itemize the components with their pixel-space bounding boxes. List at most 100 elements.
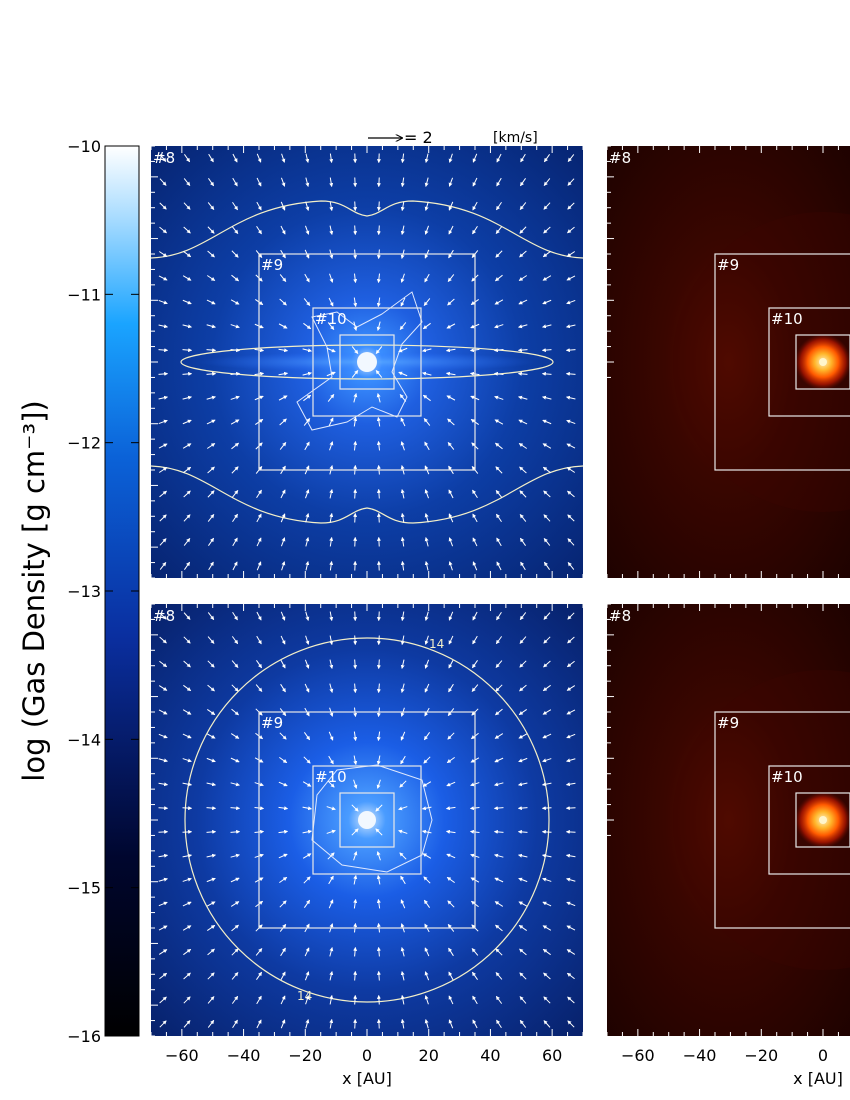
velocity-arrow <box>376 416 381 427</box>
velocity-arrow <box>207 925 216 931</box>
panel-bottom-left: 14 14 #8 #9 #10 <box>151 604 583 1036</box>
velocity-arrow <box>256 225 262 235</box>
velocity-arrow <box>304 947 310 957</box>
velocity-arrow <box>519 1019 527 1028</box>
velocity-arrow <box>208 561 214 571</box>
velocity-arrow <box>158 733 168 739</box>
disk-contour <box>180 344 554 380</box>
velocity-arrow <box>183 561 191 570</box>
velocity-arrow <box>353 946 358 957</box>
velocity-arrow <box>207 996 215 1004</box>
velocity-arrow <box>447 418 455 426</box>
velocity-arrow <box>520 178 526 187</box>
velocity-arrow <box>207 250 215 258</box>
velocity-arrow <box>231 636 239 645</box>
velocity-arrow <box>376 488 381 499</box>
velocity-arrow <box>232 561 238 571</box>
velocity-arrow <box>328 755 334 765</box>
velocity-arrow <box>280 1019 286 1029</box>
x-axes: −60 −40 −20 0 20 40 60 x [AU] −60 −40 −20 0 x [AU] <box>165 1046 843 1088</box>
velocity-arrow <box>518 299 528 305</box>
velocity-arrow <box>541 806 552 811</box>
velocity-arrow <box>182 877 192 882</box>
velocity-arrow <box>400 273 405 283</box>
velocity-arrow <box>278 781 288 787</box>
velocity-arrow <box>158 299 168 305</box>
velocity-arrow <box>303 394 312 402</box>
velocity-arrow <box>256 561 262 571</box>
velocity-arrow <box>518 901 528 907</box>
velocity-arrow <box>255 948 263 956</box>
velocity-arrow <box>375 369 383 378</box>
velocity-arrow <box>158 829 169 834</box>
velocity-arrow <box>542 443 552 449</box>
velocity-arrow <box>329 683 334 693</box>
velocity-arrow <box>541 348 552 353</box>
velocity-arrow <box>206 443 216 449</box>
velocity-arrow <box>424 225 430 235</box>
velocity-arrow <box>543 537 551 546</box>
velocity-arrow <box>400 947 405 957</box>
velocity-arrow <box>423 417 431 426</box>
velocity-arrow <box>424 659 430 669</box>
velocity-arrow <box>206 901 216 907</box>
velocity-arrow <box>182 758 192 763</box>
velocity-arrow <box>304 971 310 981</box>
velocity-arrow <box>303 876 311 884</box>
velocity-arrow <box>256 513 262 523</box>
velocity-arrow <box>495 250 503 258</box>
velocity-arrow <box>517 348 528 353</box>
velocity-arrow <box>471 948 479 956</box>
grid-level-box <box>768 765 850 875</box>
velocity-arrow <box>182 806 193 811</box>
velocity-arrow <box>400 899 406 909</box>
contour-label: 14 <box>429 637 444 651</box>
velocity-arrow <box>353 440 358 451</box>
velocity-arrow <box>519 226 527 234</box>
grid-level-box <box>795 334 850 390</box>
velocity-arrow <box>566 275 576 281</box>
velocity-arrow <box>496 513 502 523</box>
velocity-arrow <box>424 537 429 547</box>
velocity-arrow <box>565 324 576 329</box>
velocity-arrow <box>206 853 217 858</box>
velocity-arrow <box>256 971 262 980</box>
velocity-arrow <box>353 635 358 646</box>
velocity-arrow <box>400 731 406 741</box>
velocity-arrow <box>375 346 383 355</box>
velocity-arrow <box>303 756 311 764</box>
velocity-arrow <box>543 996 551 1004</box>
velocity-arrow <box>256 1019 262 1029</box>
velocity-arrow <box>445 371 456 376</box>
velocity-arrow <box>183 514 191 522</box>
velocity-arrow <box>158 709 168 715</box>
velocity-arrow <box>159 514 167 522</box>
velocity-key-unit: [km/s] <box>493 130 538 146</box>
velocity-arrow <box>329 947 334 957</box>
velocity-arrow <box>158 275 168 281</box>
velocity-arrow <box>448 1019 454 1029</box>
velocity-arrow <box>326 806 336 811</box>
panel-grid: #8 #9 #10 #8 #9 #10 14 14 #8 #9 #10 #8 #9 #10 <box>151 146 850 1036</box>
density-contour <box>151 200 583 259</box>
velocity-arrow <box>519 660 527 668</box>
velocity-arrow <box>375 804 383 812</box>
velocity-arrow <box>519 684 527 692</box>
velocity-arrow <box>542 948 551 956</box>
velocity-arrow <box>183 612 191 620</box>
velocity-arrow <box>566 685 576 691</box>
velocity-arrow <box>280 659 286 669</box>
velocity-arrow <box>279 298 287 306</box>
velocity-arrow <box>231 226 239 235</box>
velocity-arrow <box>448 537 454 547</box>
velocity-arrow <box>445 348 456 353</box>
velocity-arrow <box>327 780 335 788</box>
central-core <box>819 816 827 824</box>
velocity-arrow <box>159 538 167 546</box>
velocity-arrow <box>353 393 358 403</box>
grid-level-box <box>339 792 395 848</box>
velocity-arrow <box>424 201 429 211</box>
velocity-arrow <box>207 660 215 668</box>
velocity-arrow <box>278 371 289 376</box>
velocity-arrow <box>159 202 167 210</box>
